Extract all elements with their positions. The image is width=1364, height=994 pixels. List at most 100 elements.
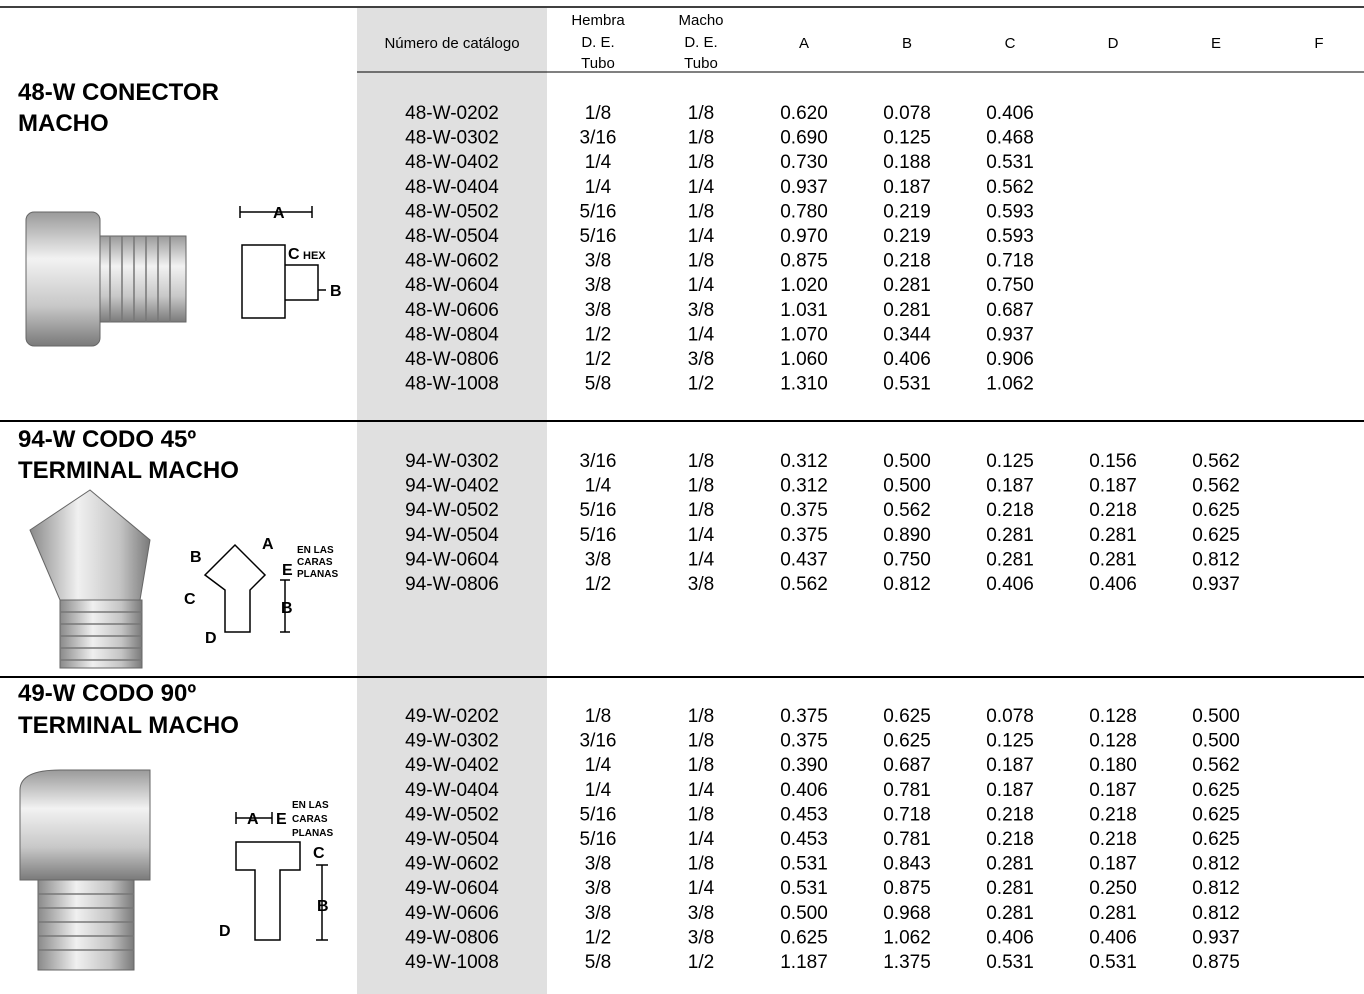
table-cell: 1/4: [585, 152, 612, 173]
table-cell: 0.125: [986, 731, 1034, 752]
table-cell: 94-W-0806: [405, 574, 499, 595]
table-cell: 0.281: [986, 903, 1034, 924]
table-cell: 3/8: [585, 854, 611, 875]
table-cell: 0.125: [883, 128, 931, 149]
diagram-label: C: [184, 591, 196, 608]
table-cell: 1/8: [688, 451, 714, 472]
table-cell: 5/8: [585, 952, 611, 973]
table-cell: 0.812: [1192, 878, 1240, 899]
table-cell: 0.843: [883, 854, 931, 875]
diagram-label: CARAS: [297, 557, 333, 568]
table-cell: 48-W-0602: [405, 251, 499, 272]
table-cell: 0.500: [883, 451, 931, 472]
table-cell: 0.281: [986, 878, 1034, 899]
table-cell: 49-W-0302: [405, 731, 499, 752]
column-header: D. E.: [581, 34, 614, 51]
table-cell: 0.690: [780, 128, 828, 149]
table-cell: 0.218: [986, 829, 1034, 850]
table-cell: 0.562: [986, 177, 1034, 198]
table-cell: 1/4: [585, 476, 612, 497]
table-cell: 1/8: [688, 731, 714, 752]
table-cell: 0.218: [986, 804, 1034, 825]
table-cell: 5/16: [580, 201, 617, 222]
column-header: Tubo: [581, 55, 615, 72]
table-cell: 0.970: [780, 226, 828, 247]
catalog-column-shade: [357, 8, 547, 994]
table-cell: 5/16: [580, 829, 617, 850]
table-cell: 0.406: [780, 780, 828, 801]
table-cell: 0.781: [883, 780, 931, 801]
table-cell: 49-W-0502: [405, 804, 499, 825]
table-cell: 3/8: [585, 903, 611, 924]
table-cell: 0.531: [1089, 952, 1137, 973]
table-cell: 0.593: [986, 201, 1034, 222]
table-cell: 1/4: [688, 780, 715, 801]
column-header: D. E.: [684, 34, 717, 51]
table-cell: 94-W-0402: [405, 476, 499, 497]
table-cell: 0.156: [1089, 451, 1137, 472]
table-cell: 0.562: [1192, 451, 1240, 472]
table-cell: 0.281: [986, 854, 1034, 875]
table-cell: 1.070: [780, 324, 828, 345]
table-cell: 1/2: [688, 952, 714, 973]
table-cell: 0.780: [780, 201, 828, 222]
table-cell: 0.406: [1089, 574, 1137, 595]
diagram-label: B: [190, 549, 202, 566]
table-cell: 5/16: [580, 226, 617, 247]
table-cell: 0.531: [780, 854, 828, 875]
table-cell: 0.531: [883, 374, 931, 395]
table-cell: 1/8: [688, 706, 714, 727]
table-cell: 1/2: [585, 324, 611, 345]
table-cell: 48-W-0804: [405, 324, 499, 345]
table-cell: 48-W-1008: [405, 374, 499, 395]
table-cell: 1.062: [883, 927, 931, 948]
diagram-label: C: [288, 246, 300, 263]
table-cell: 1/8: [688, 103, 714, 124]
table-cell: 48-W-0606: [405, 300, 499, 321]
table-cell: 49-W-0602: [405, 854, 499, 875]
diagram-label: PLANAS: [292, 828, 333, 839]
table-cell: 0.687: [986, 300, 1034, 321]
table-cell: 0.344: [883, 324, 931, 345]
table-cell: 0.625: [1192, 829, 1240, 850]
diagram-label: EN LAS: [297, 545, 334, 556]
table-cell: 49-W-0504: [405, 829, 499, 850]
column-header: F: [1314, 35, 1323, 52]
table-cell: 0.620: [780, 103, 828, 124]
diagram-label: D: [219, 923, 231, 940]
table-cell: 1.187: [780, 952, 828, 973]
table-cell: 0.562: [1192, 755, 1240, 776]
table-cell: 0.437: [780, 549, 828, 570]
table-cell: 3/8: [585, 300, 611, 321]
table-cell: 0.406: [883, 349, 931, 370]
table-cell: 48-W-0302: [405, 128, 499, 149]
table-cell: 48-W-0202: [405, 103, 499, 124]
table-cell: 94-W-0504: [405, 525, 499, 546]
table-cell: 48-W-0504: [405, 226, 499, 247]
diagram-label: EN LAS: [292, 800, 329, 811]
table-cell: 1/8: [688, 755, 714, 776]
table-cell: 0.812: [1192, 903, 1240, 924]
table-cell: 0.187: [986, 755, 1034, 776]
table-cell: 0.375: [780, 731, 828, 752]
table-cell: 0.078: [986, 706, 1034, 727]
dimension-diagram: [203, 543, 290, 633]
table-cell: 1/8: [688, 476, 714, 497]
table-cell: 5/16: [580, 500, 617, 521]
table-cell: 0.128: [1089, 731, 1137, 752]
table-cell: 1.375: [883, 952, 931, 973]
column-header: C: [1005, 35, 1016, 52]
table-cell: 94-W-0502: [405, 500, 499, 521]
table-cell: 1/4: [585, 780, 612, 801]
table-cell: 0.562: [780, 574, 828, 595]
table-cell: 0.406: [986, 103, 1034, 124]
dimension-diagram: [235, 812, 328, 941]
table-cell: 0.078: [883, 103, 931, 124]
table-cell: 0.625: [1192, 525, 1240, 546]
table-cell: 3/8: [585, 251, 611, 272]
table-cell: 0.531: [986, 152, 1034, 173]
table-cell: 1.062: [986, 374, 1034, 395]
section-title: 48-W CONECTOR: [18, 79, 219, 106]
column-header: Hembra: [571, 12, 625, 29]
table-cell: 3/8: [585, 878, 611, 899]
